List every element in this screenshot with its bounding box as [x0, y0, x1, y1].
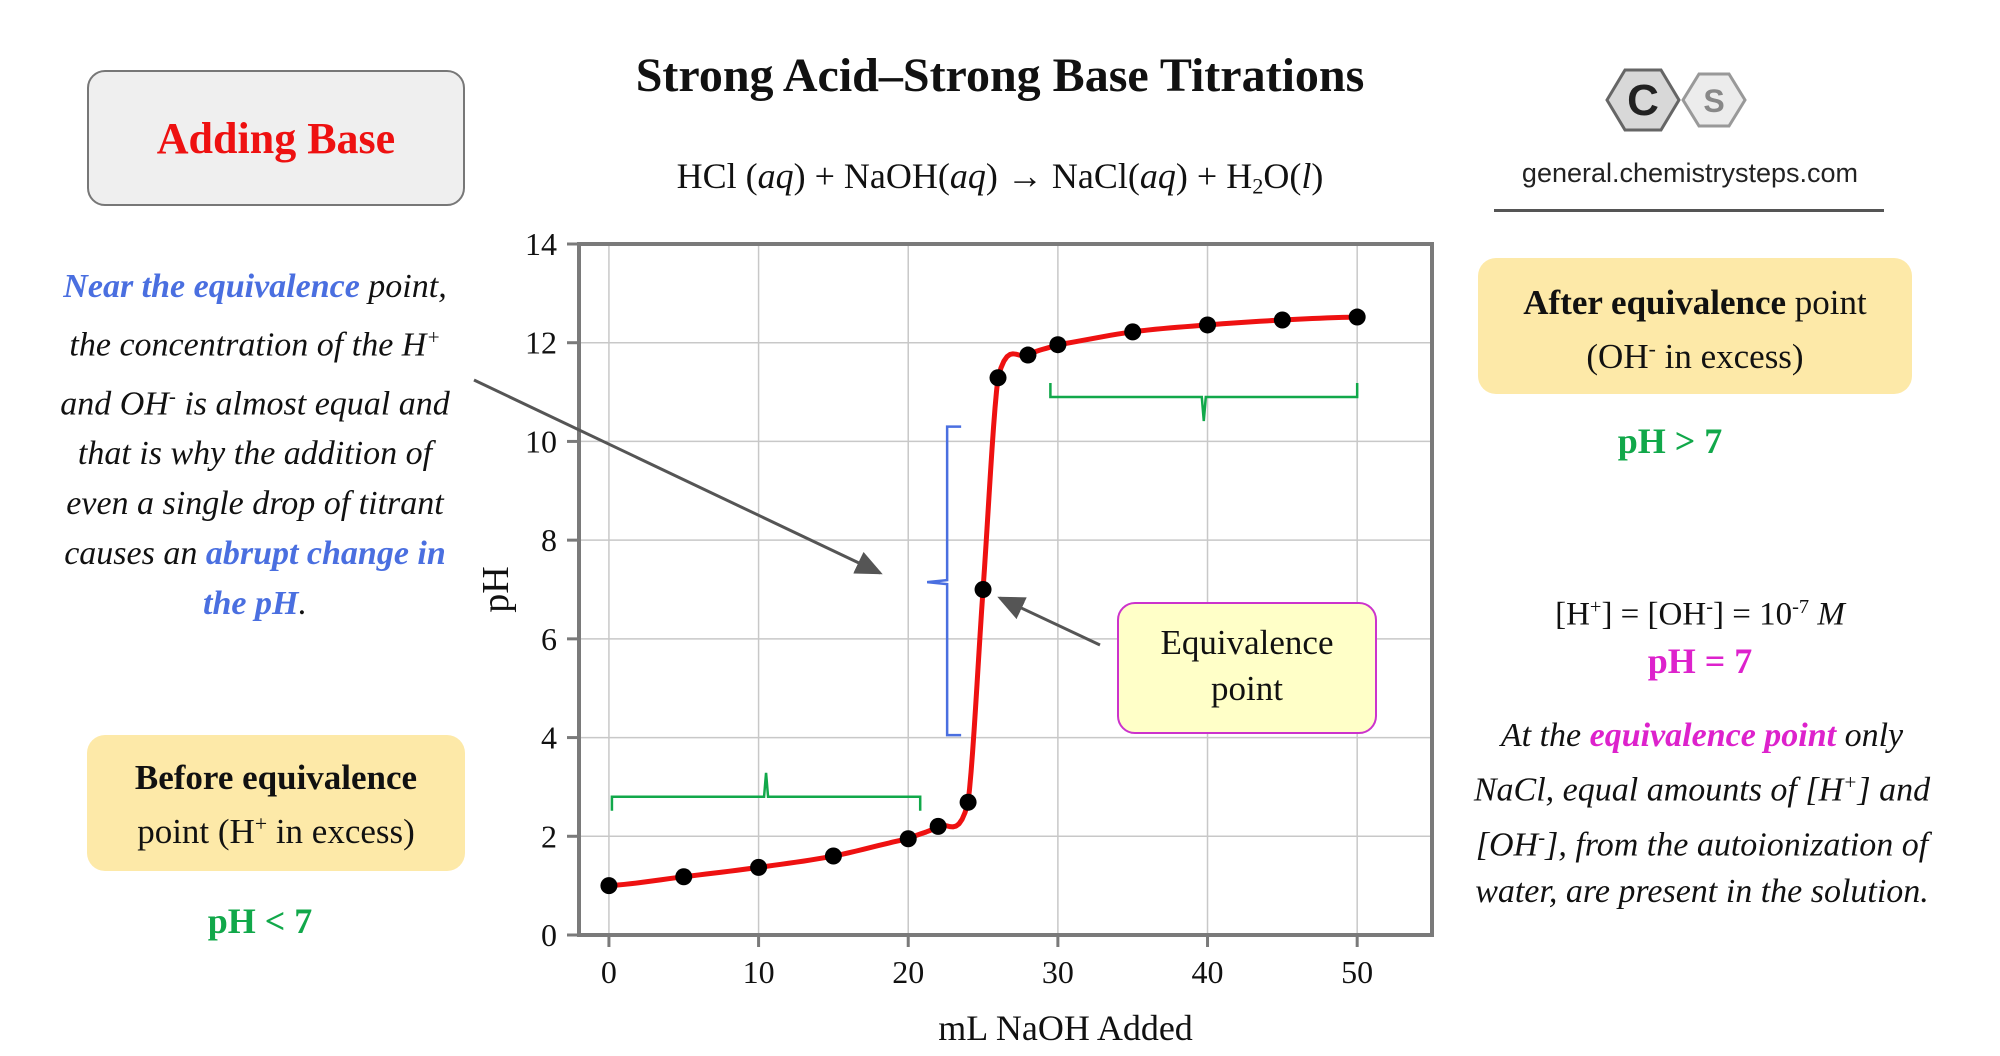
data-point — [1199, 316, 1217, 334]
adding-base-label: Adding Base — [156, 113, 396, 163]
concentration-equality: [H+] = [OH-] = 10-7 M — [1555, 596, 1845, 633]
equivalence-point-callout: Equivalence point — [1117, 602, 1377, 734]
x-tick-label: 10 — [743, 954, 775, 990]
data-point — [1049, 336, 1067, 354]
y-tick-label: 2 — [541, 818, 557, 854]
y-tick-label: 0 — [541, 917, 557, 953]
x-axis-label: mL NaOH Added — [938, 1008, 1193, 1048]
data-point — [824, 847, 842, 865]
equivalence-point-arrow — [997, 596, 1101, 647]
data-point — [959, 793, 977, 811]
hexagon-c-icon — [1605, 68, 1681, 132]
x-tick-label: 40 — [1192, 954, 1224, 990]
plot-frame — [577, 242, 1434, 937]
data-point — [750, 858, 768, 876]
reaction-equation: HCl (aq) + NaOH(aq) → NaCl(aq) + H2O(l) — [676, 156, 1324, 199]
before-equivalence-brace — [610, 772, 922, 811]
y-tick-label: 4 — [541, 720, 557, 756]
data-point — [1124, 323, 1142, 341]
near-equivalence-brace — [927, 425, 962, 737]
y-tick-label: 12 — [525, 325, 557, 361]
x-tick-label: 50 — [1341, 954, 1373, 990]
chemistry-steps-logo: C S — [1605, 68, 1747, 132]
y-tick-label: 8 — [541, 522, 557, 558]
data-point — [1348, 308, 1366, 326]
data-point — [1019, 346, 1037, 364]
ph-equal-7: pH = 7 — [1647, 641, 1753, 681]
ph-greater-than-7: pH > 7 — [1617, 421, 1723, 461]
data-point — [929, 817, 947, 835]
x-tick-label: 0 — [601, 954, 617, 990]
y-tick-label: 14 — [525, 226, 557, 262]
equivalence-point-explanation: At the equivalence point only NaCl, equa… — [1473, 717, 1931, 911]
y-axis-label: pH — [475, 566, 517, 612]
data-point — [989, 369, 1007, 387]
near-equivalence-arrow — [473, 378, 883, 575]
data-point — [1273, 311, 1291, 329]
data-point — [899, 830, 917, 848]
site-url: general.chemistrysteps.com — [1521, 158, 1859, 188]
after-equivalence-box: After equivalence point (OH- in excess) — [1478, 258, 1912, 394]
logo-letter-s: S — [1703, 83, 1724, 119]
x-tick-label: 20 — [892, 954, 924, 990]
before-equivalence-box: Before equivalence point (H+ in excess) — [87, 735, 465, 871]
logo-letter-c: C — [1627, 76, 1659, 125]
hexagon-s-icon — [1681, 72, 1747, 128]
y-tick-label: 6 — [541, 621, 557, 657]
data-point — [675, 868, 693, 886]
adding-base-box: Adding Base — [87, 70, 465, 206]
chart-title: Strong Acid–Strong Base Titrations — [635, 49, 1365, 102]
x-tick-label: 30 — [1042, 954, 1074, 990]
data-point — [600, 877, 618, 895]
data-point — [974, 581, 992, 598]
after-equivalence-brace — [1049, 383, 1359, 422]
y-tick-label: 10 — [525, 423, 557, 459]
ph-less-than-7: pH < 7 — [207, 901, 313, 941]
logo-divider — [1494, 209, 1884, 212]
near-equivalence-explanation: Near the equivalence point, the concentr… — [60, 268, 450, 623]
